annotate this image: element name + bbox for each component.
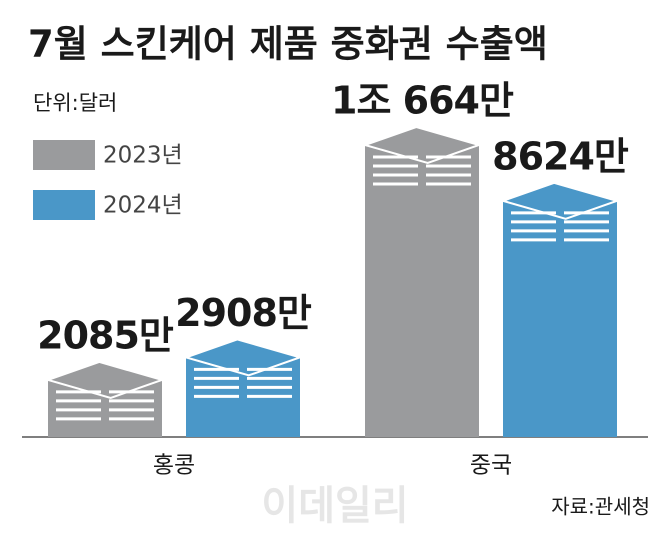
value-label: 2085만 bbox=[37, 313, 174, 357]
unit-note: 단위:달러 bbox=[33, 91, 117, 115]
bar bbox=[503, 200, 617, 437]
x-tick-label: 홍콩 bbox=[153, 453, 195, 479]
bar bbox=[365, 145, 479, 437]
value-label: 1조 664만 bbox=[331, 79, 514, 123]
x-tick-label: 중국 bbox=[470, 453, 512, 479]
chart-title: 7월 스킨케어 제품 중화권 수출액 bbox=[28, 23, 548, 66]
legend-swatch bbox=[33, 140, 95, 170]
watermark: 이데일리 bbox=[261, 483, 408, 529]
legend-swatch bbox=[33, 190, 95, 220]
source: 자료:관세청 bbox=[551, 495, 650, 519]
value-label: 8624만 bbox=[492, 134, 629, 178]
value-label: 2908만 bbox=[175, 291, 312, 335]
legend-label: 2024년 bbox=[103, 193, 183, 219]
legend-label: 2023년 bbox=[103, 143, 183, 169]
